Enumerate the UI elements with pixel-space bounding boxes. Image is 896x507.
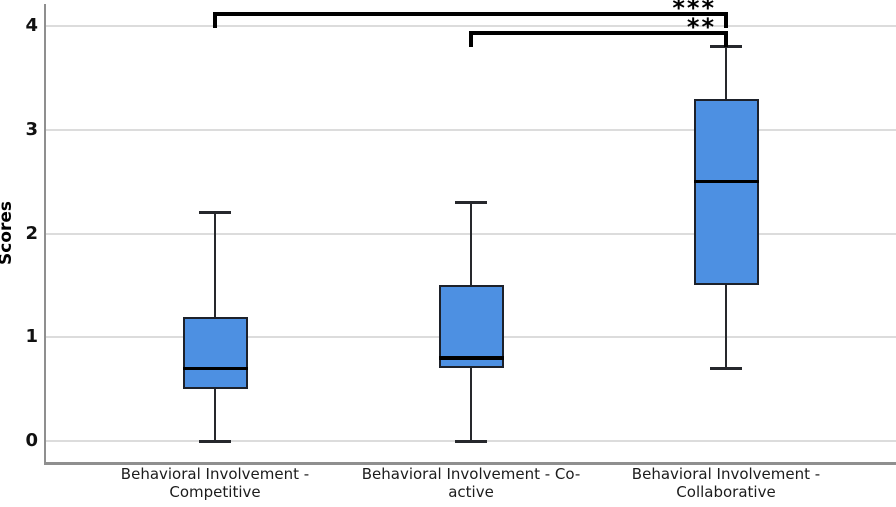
median-line [693, 179, 759, 184]
significance-bracket-end [213, 12, 217, 28]
upper-whisker-cap [199, 211, 231, 215]
upper-whisker [213, 212, 217, 317]
x-category-label-line: Competitive [169, 482, 261, 501]
y-tick-label: 4 [25, 15, 38, 36]
box [182, 316, 248, 390]
significance-bracket [213, 12, 728, 16]
box [693, 98, 759, 286]
lower-whisker [469, 368, 473, 441]
x-category-label-line: Behavioral Involvement - [120, 465, 310, 483]
box [438, 285, 504, 369]
y-axis-spine [44, 4, 46, 464]
significance-label: *** [672, 0, 716, 22]
lower-whisker-cap [199, 439, 231, 443]
median-line [182, 366, 248, 371]
y-tick-label: 1 [25, 326, 38, 348]
x-category-label-line: Collaborative [676, 482, 776, 501]
y-tick-label: 3 [25, 118, 38, 140]
x-category-label: Behavioral Involvement - Collaborative [586, 465, 866, 501]
upper-whisker-cap [455, 200, 487, 204]
x-category-label-line: active [448, 482, 494, 501]
upper-whisker [724, 46, 728, 99]
lower-whisker [213, 389, 217, 441]
x-axis-spine [44, 462, 896, 465]
gridline [45, 25, 896, 27]
y-axis-title: Scores [0, 200, 16, 266]
x-category-label: Behavioral Involvement - Competitive [75, 465, 355, 501]
y-tick-label: 0 [25, 430, 38, 451]
y-tick-label: 2 [25, 222, 38, 244]
significance-bracket-end [724, 12, 728, 28]
gridline [45, 128, 896, 131]
lower-whisker-cap [710, 366, 742, 370]
significance-label: ** [686, 13, 716, 41]
lower-whisker-cap [455, 439, 487, 443]
lower-whisker [724, 285, 728, 369]
median-line [438, 356, 504, 360]
x-category-label-line: Behavioral Involvement - [631, 465, 821, 483]
x-category-label: Behavioral Involvement - Co-active [331, 465, 611, 501]
significance-bracket-end [469, 31, 473, 47]
x-category-label-line: Behavioral Involvement - Co- [361, 465, 581, 483]
upper-whisker [469, 202, 473, 286]
significance-bracket [469, 31, 728, 35]
significance-bracket-end [724, 31, 728, 47]
